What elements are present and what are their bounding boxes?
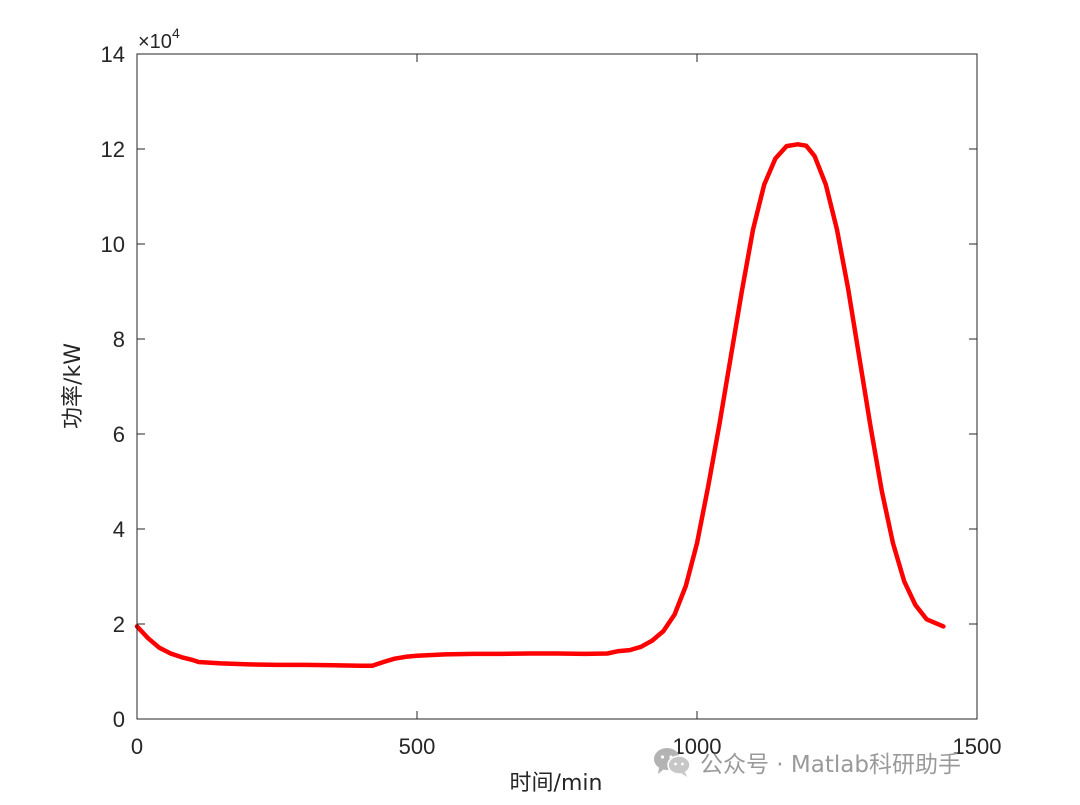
y-tick-label: 4 <box>113 517 125 542</box>
labels-layer: ×104 时间/min 功率/kW <box>61 25 602 796</box>
y-exponent-power: 4 <box>172 25 180 41</box>
x-tick-label: 1000 <box>673 734 722 759</box>
series-line-0 <box>134 142 946 669</box>
watermark-text: 公众号 · Matlab科研助手 <box>700 752 961 778</box>
y-tick-label: 14 <box>101 42 125 67</box>
axes-frame <box>136 53 978 720</box>
y-exponent-base: ×10 <box>138 31 172 53</box>
y-axis-label: 功率/kW <box>61 343 86 429</box>
plot-area <box>137 54 977 719</box>
ticks-layer: 0 500 1000 1500 0 2 4 6 8 10 12 14 <box>101 42 1002 759</box>
series-layer <box>134 142 946 669</box>
x-axis-label: 时间/min <box>510 771 603 796</box>
y-tick-label: 0 <box>113 707 125 732</box>
y-exponent-label: ×104 <box>138 25 180 53</box>
y-tick-label: 6 <box>113 422 125 447</box>
wechat-icon <box>654 748 691 777</box>
y-tick-label: 10 <box>101 232 125 257</box>
x-tick-label: 0 <box>131 734 143 759</box>
y-tick-label: 2 <box>113 612 125 637</box>
y-tick-label: 8 <box>113 327 125 352</box>
y-tick-label: 12 <box>101 137 125 162</box>
x-tick-label: 1500 <box>953 734 1002 759</box>
watermark: 公众号 · Matlab科研助手 <box>652 744 961 780</box>
x-tick-label: 500 <box>399 734 436 759</box>
